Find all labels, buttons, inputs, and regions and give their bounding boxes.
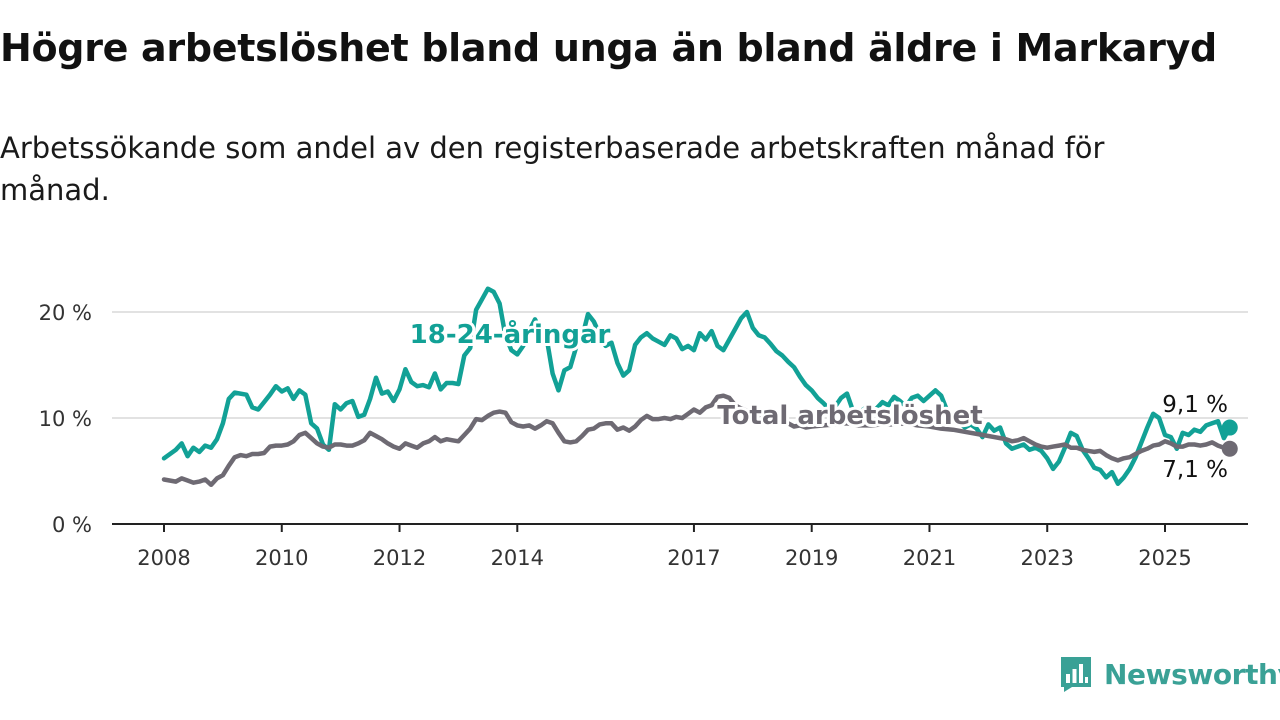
x-tick-label: 2010 xyxy=(255,546,308,570)
chart-title: Högre arbetslöshet bland unga än bland ä… xyxy=(0,26,1217,70)
x-tick-label: 2021 xyxy=(903,546,956,570)
x-tick-label: 2019 xyxy=(785,546,838,570)
x-tick-label: 2023 xyxy=(1021,546,1074,570)
series-line-total xyxy=(161,393,1233,488)
x-tick-label: 2014 xyxy=(491,546,544,570)
x-tick-label: 2017 xyxy=(667,546,720,570)
series-layer xyxy=(161,286,1238,488)
series-end-point xyxy=(1221,440,1238,457)
y-tick-label: 10 % xyxy=(39,407,92,431)
x-axis: 2008 2010 2012 2014 2017 2019 2021 2023 2025 xyxy=(112,523,1248,570)
x-tick-label: 2008 xyxy=(137,546,190,570)
series-line-youth xyxy=(161,286,1233,486)
y-tick-label: 20 % xyxy=(39,301,92,325)
end-value-label: 7,1 % xyxy=(1162,457,1228,483)
end-value-label: 9,1 % xyxy=(1162,392,1228,418)
newsworthy-bar-chart-icon xyxy=(1061,657,1091,692)
x-tick-label: 2025 xyxy=(1138,546,1191,570)
series-labels: 18-24-åringar Total arbetslöshet 9,1 % 7,1 … xyxy=(407,315,1228,483)
line-chart: 0 % 10 % 20 % 2008 2010 2012 2014 2017 2019 2021… xyxy=(39,286,1248,570)
newsworthy-logo[interactable]: Newsworthy xyxy=(1058,654,1280,694)
x-tick-label: 2012 xyxy=(373,546,426,570)
brand-name: Newsworthy xyxy=(1104,657,1280,691)
chart-subtitle: Arbetssökande som andel av den registerb… xyxy=(0,131,1105,207)
series-name-label: 18-24-åringar xyxy=(410,318,611,350)
series-name-label: Total arbetslöshet xyxy=(717,401,982,431)
y-tick-label: 0 % xyxy=(52,513,92,537)
series-end-point xyxy=(1221,419,1238,436)
